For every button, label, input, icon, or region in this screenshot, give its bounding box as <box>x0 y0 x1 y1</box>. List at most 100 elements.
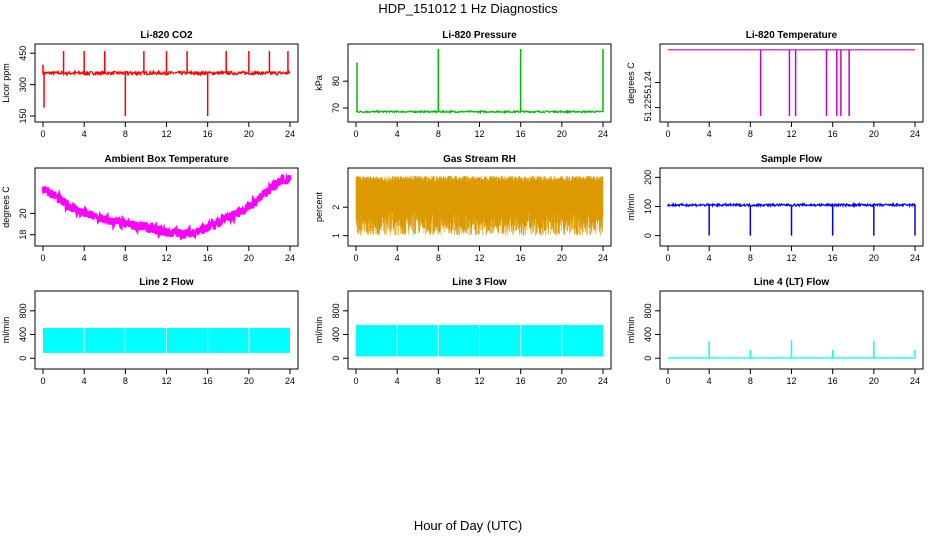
chart-panel: Li-820 CO2 Licor ppm 0 4 8 12 16 20 24 150 300 450 <box>1 30 299 139</box>
y-axis-label: degrees C <box>1 186 11 228</box>
y-tick-label: 51.24 <box>643 71 653 94</box>
y-tick-label: 0 <box>331 356 341 361</box>
x-tick-label: 4 <box>82 376 87 386</box>
page-title: HDP_151012 1 Hz Diagnostics <box>378 1 558 16</box>
x-tick-label: 20 <box>244 129 254 139</box>
x-tick-label: 8 <box>123 253 128 263</box>
chart-panel: Li-820 Temperature degrees C 0 4 8 12 16 20 24 51… <box>626 30 924 139</box>
x-tick-label: 4 <box>707 253 712 263</box>
x-axis-label: Hour of Day (UTC) <box>413 518 523 533</box>
data-layer <box>41 172 292 241</box>
y-tick-label: 400 <box>18 327 28 342</box>
x-tick-label: 12 <box>786 253 796 263</box>
y-tick-label: 0 <box>643 233 653 238</box>
x-tick-label: 4 <box>82 253 87 263</box>
y-tick-label: 70 <box>331 103 341 113</box>
x-tick-label: 24 <box>910 253 920 263</box>
x-tick-label: 8 <box>123 376 128 386</box>
y-tick-label: 400 <box>643 327 653 342</box>
data-layer <box>42 51 291 116</box>
x-tick-label: 20 <box>557 376 567 386</box>
data-layer <box>667 201 916 236</box>
x-tick-label: 16 <box>203 253 213 263</box>
x-tick-label: 16 <box>516 376 526 386</box>
x-tick-label: 24 <box>910 129 920 139</box>
y-axis-label: kPa <box>314 75 324 91</box>
y-tick-label: 18 <box>18 230 28 240</box>
x-tick-label: 16 <box>516 129 526 139</box>
panel-title: Li-820 Temperature <box>746 30 838 41</box>
y-axis-label: ml/min <box>1 317 11 344</box>
x-tick-label: 0 <box>665 253 670 263</box>
x-tick-label: 4 <box>395 129 400 139</box>
x-tick-label: 4 <box>707 376 712 386</box>
x-tick-label: 12 <box>161 253 171 263</box>
y-tick-label: 100 <box>643 199 653 214</box>
x-tick-label: 16 <box>203 129 213 139</box>
x-tick-label: 8 <box>436 129 441 139</box>
x-tick-label: 0 <box>40 129 45 139</box>
y-tick-label: 80 <box>331 76 341 86</box>
panel-title: Li-820 Pressure <box>442 30 517 41</box>
chart-panel: Sample Flow ml/min 0 4 8 12 16 20 24 0 100 200 <box>626 154 924 263</box>
y-tick-label: 200 <box>643 170 653 185</box>
y-tick-label: 1 <box>331 233 341 238</box>
x-tick-label: 8 <box>123 129 128 139</box>
y-axis-label: ml/min <box>626 194 636 221</box>
x-tick-label: 24 <box>285 253 295 263</box>
x-tick-label: 12 <box>161 376 171 386</box>
y-tick-label: 400 <box>331 327 341 342</box>
data-layer <box>355 175 604 236</box>
x-tick-label: 8 <box>748 253 753 263</box>
panel-title: Line 4 (LT) Flow <box>754 277 830 288</box>
x-tick-label: 24 <box>598 129 608 139</box>
data-layer <box>668 49 915 116</box>
panel-title: Li-820 CO2 <box>140 30 193 41</box>
x-tick-label: 4 <box>395 253 400 263</box>
data-layer <box>43 328 290 353</box>
x-tick-label: 0 <box>40 376 45 386</box>
x-tick-label: 16 <box>516 253 526 263</box>
x-tick-label: 0 <box>353 376 358 386</box>
x-tick-label: 8 <box>748 129 753 139</box>
x-tick-label: 0 <box>353 129 358 139</box>
x-tick-label: 20 <box>557 253 567 263</box>
data-series <box>41 172 292 241</box>
x-tick-label: 4 <box>82 129 87 139</box>
x-tick-label: 8 <box>748 376 753 386</box>
x-tick-label: 20 <box>869 129 879 139</box>
y-axis-label: percent <box>314 191 324 222</box>
x-tick-label: 16 <box>203 376 213 386</box>
x-tick-label: 12 <box>786 376 796 386</box>
panel-title: Ambient Box Temperature <box>104 154 229 165</box>
panel-title: Gas Stream RH <box>443 154 516 165</box>
y-axis-label: ml/min <box>626 317 636 344</box>
plot-frame <box>659 43 924 123</box>
x-tick-label: 24 <box>285 129 295 139</box>
chart-panel: Line 4 (LT) Flow ml/min 0 4 8 12 16 20 24 0 400 800 <box>626 277 924 386</box>
panel-title: Line 2 Flow <box>139 277 194 288</box>
x-tick-label: 8 <box>436 253 441 263</box>
panel-title: Line 3 Flow <box>452 277 507 288</box>
x-tick-label: 0 <box>665 376 670 386</box>
x-tick-label: 20 <box>244 376 254 386</box>
x-tick-label: 16 <box>828 376 838 386</box>
y-tick-label: 150 <box>18 108 28 123</box>
x-tick-label: 0 <box>665 129 670 139</box>
x-tick-label: 12 <box>786 129 796 139</box>
y-tick-label: 2 <box>331 205 341 210</box>
chart-panel: Line 2 Flow ml/min 0 4 8 12 16 20 24 0 400 800 <box>1 277 299 386</box>
x-tick-label: 12 <box>161 129 171 139</box>
data-layer <box>356 49 604 115</box>
data-series <box>356 109 604 115</box>
chart-panel: Line 3 Flow ml/min 0 4 8 12 16 20 24 0 400 800 <box>314 277 612 386</box>
x-tick-label: 8 <box>436 376 441 386</box>
x-tick-label: 16 <box>828 253 838 263</box>
chart-panel: Li-820 Pressure kPa 0 4 8 12 16 20 24 70 80 <box>314 30 612 139</box>
x-tick-label: 24 <box>598 253 608 263</box>
y-tick-label: 450 <box>18 46 28 61</box>
y-axis-label: degrees C <box>626 62 636 104</box>
plot-frame <box>347 43 612 123</box>
